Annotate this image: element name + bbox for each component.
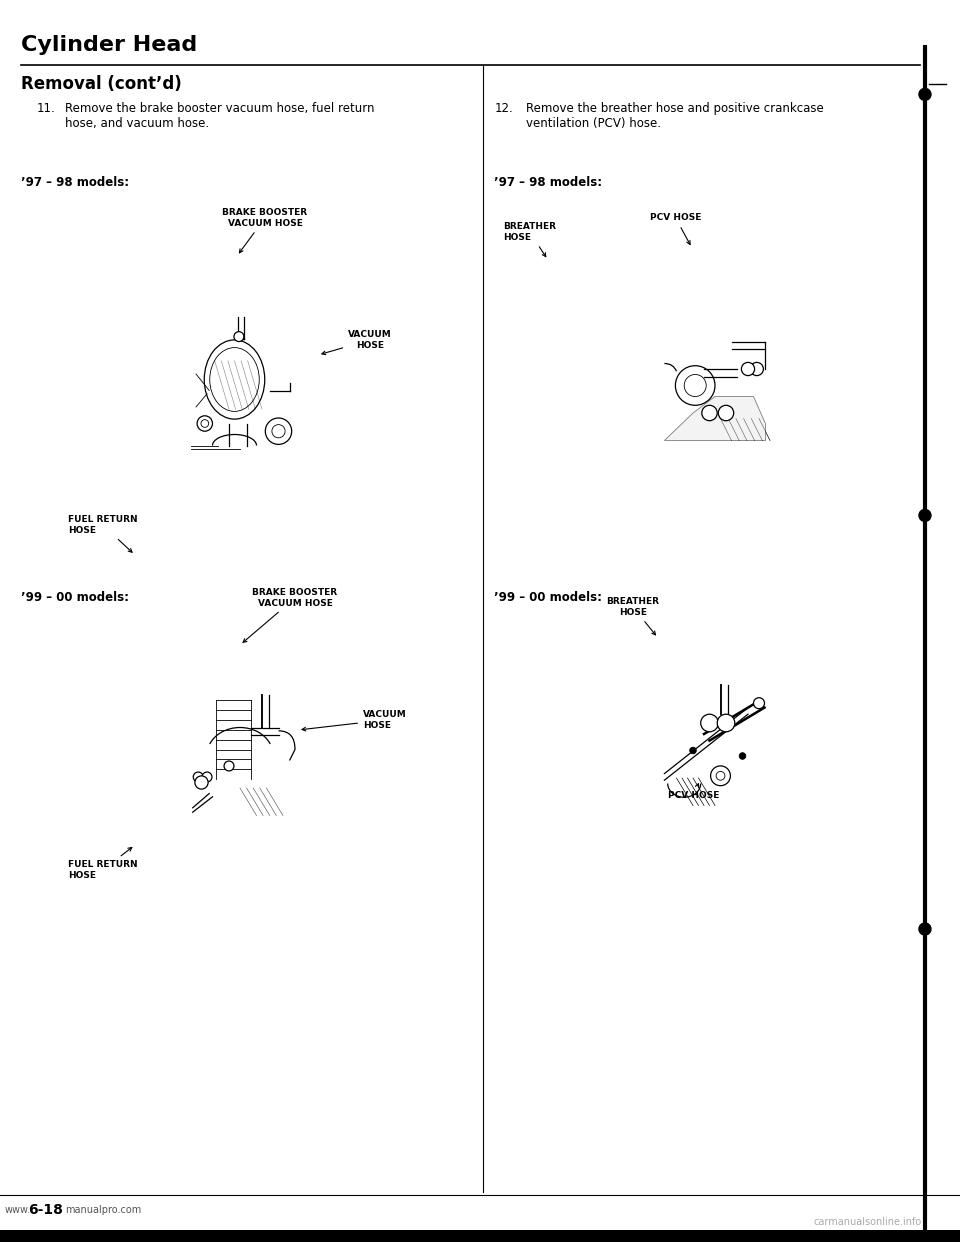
Circle shape — [750, 363, 763, 375]
Text: VACUUM
HOSE: VACUUM HOSE — [302, 710, 407, 732]
Polygon shape — [664, 396, 766, 441]
Circle shape — [197, 416, 212, 431]
Circle shape — [234, 332, 244, 342]
Circle shape — [919, 509, 931, 522]
Circle shape — [702, 405, 717, 421]
Circle shape — [718, 405, 733, 421]
Text: ’99 – 00 models:: ’99 – 00 models: — [494, 591, 603, 604]
Circle shape — [739, 753, 746, 759]
Circle shape — [919, 88, 931, 101]
Text: FUEL RETURN
HOSE: FUEL RETURN HOSE — [68, 847, 137, 879]
Text: 11.: 11. — [36, 102, 56, 114]
Circle shape — [701, 714, 718, 732]
Circle shape — [919, 923, 931, 935]
Circle shape — [193, 773, 204, 782]
Text: PCV HOSE: PCV HOSE — [650, 214, 702, 245]
Circle shape — [195, 776, 208, 789]
Bar — [190, 694, 290, 816]
Text: ’99 – 00 models:: ’99 – 00 models: — [21, 591, 129, 604]
Text: www.: www. — [5, 1205, 31, 1215]
Circle shape — [741, 363, 755, 375]
Text: VACUUM
HOSE: VACUUM HOSE — [322, 330, 392, 355]
Circle shape — [202, 773, 212, 782]
Text: ’97 – 98 models:: ’97 – 98 models: — [494, 176, 603, 189]
Text: manualpro.com: manualpro.com — [65, 1205, 141, 1215]
Circle shape — [224, 761, 234, 771]
Text: PCV HOSE: PCV HOSE — [668, 784, 719, 800]
Text: 6-18: 6-18 — [28, 1202, 62, 1217]
Text: Removal (cont’d): Removal (cont’d) — [21, 76, 181, 93]
Text: Cylinder Head: Cylinder Head — [21, 35, 198, 55]
Text: Remove the brake booster vacuum hose, fuel return
hose, and vacuum hose.: Remove the brake booster vacuum hose, fu… — [65, 102, 374, 130]
Circle shape — [676, 365, 715, 405]
Text: carmanualsonline.info: carmanualsonline.info — [813, 1217, 922, 1227]
Text: FUEL RETURN
HOSE: FUEL RETURN HOSE — [68, 515, 137, 553]
Bar — [190, 317, 290, 453]
Text: BREATHER
HOSE: BREATHER HOSE — [607, 597, 660, 635]
Circle shape — [754, 698, 764, 709]
Text: BREATHER
HOSE: BREATHER HOSE — [503, 222, 556, 257]
Circle shape — [265, 419, 292, 445]
Text: BRAKE BOOSTER
VACUUM HOSE: BRAKE BOOSTER VACUUM HOSE — [223, 209, 307, 253]
Text: Remove the breather hose and positive crankcase
ventilation (PCV) hose.: Remove the breather hose and positive cr… — [526, 102, 824, 130]
Text: ’97 – 98 models:: ’97 – 98 models: — [21, 176, 130, 189]
Text: 12.: 12. — [494, 102, 514, 114]
Bar — [0, 1230, 960, 1242]
Circle shape — [689, 748, 696, 754]
Bar — [664, 684, 766, 806]
Text: BRAKE BOOSTER
VACUUM HOSE: BRAKE BOOSTER VACUUM HOSE — [243, 589, 338, 642]
Circle shape — [710, 766, 731, 786]
Circle shape — [717, 714, 734, 732]
Bar — [664, 319, 766, 441]
